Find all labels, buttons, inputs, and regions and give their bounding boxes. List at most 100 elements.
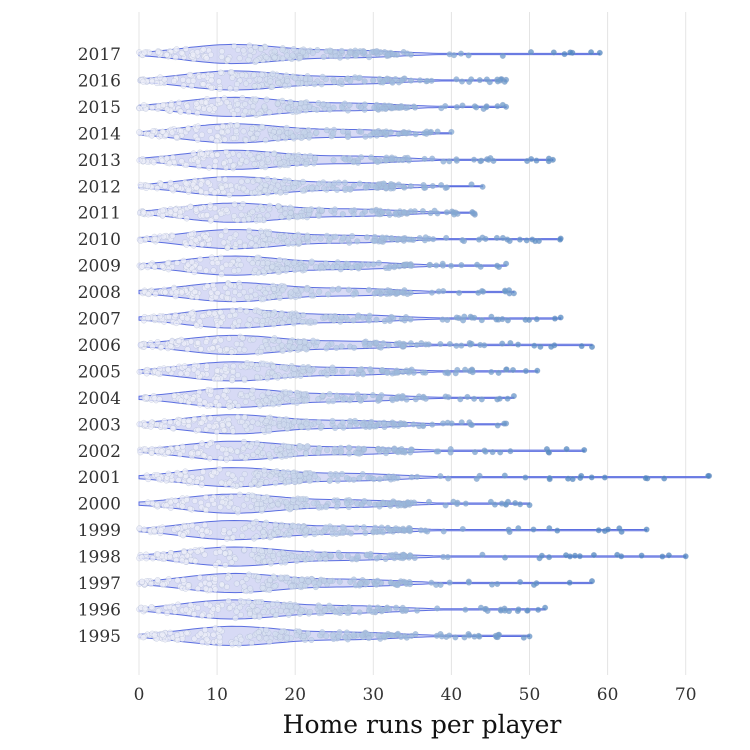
data-point — [448, 128, 455, 135]
year-label-2006: 2006 — [78, 336, 121, 356]
data-point — [151, 632, 158, 639]
data-point — [307, 608, 314, 615]
data-point — [343, 475, 350, 482]
data-point — [285, 152, 292, 159]
data-point — [286, 532, 293, 539]
data-point — [380, 632, 387, 639]
data-point — [439, 260, 446, 267]
x-tick-labels: 0 10 20 30 40 50 60 70 — [134, 685, 697, 705]
data-point — [638, 552, 645, 559]
data-point — [177, 370, 184, 377]
data-point — [155, 608, 162, 615]
x-tick-label: 50 — [519, 685, 541, 705]
data-point — [263, 96, 270, 103]
data-point — [183, 215, 190, 222]
data-point — [357, 580, 364, 587]
data-point — [183, 393, 190, 400]
data-point — [171, 78, 178, 85]
data-point — [270, 286, 277, 293]
data-point — [162, 289, 169, 296]
data-point — [298, 423, 305, 430]
data-point — [483, 76, 490, 83]
data-point — [227, 446, 234, 453]
data-point — [256, 216, 263, 223]
data-point — [339, 368, 346, 375]
data-point — [444, 317, 451, 324]
data-point — [448, 262, 455, 269]
data-point — [327, 552, 334, 559]
data-point — [451, 211, 458, 218]
data-point — [272, 480, 279, 487]
data-point — [289, 553, 296, 560]
data-point — [235, 403, 242, 410]
data-point — [242, 525, 249, 532]
data-point — [362, 184, 369, 191]
data-point — [163, 502, 170, 509]
data-point — [230, 534, 237, 541]
data-point — [338, 343, 345, 350]
data-point — [204, 283, 211, 290]
data-point — [389, 397, 396, 404]
data-point — [394, 582, 401, 589]
data-point — [165, 366, 172, 373]
data-point — [214, 260, 221, 267]
data-point — [478, 396, 485, 403]
data-point — [370, 261, 377, 268]
data-point — [194, 158, 201, 165]
data-point — [216, 634, 223, 641]
data-point — [290, 473, 297, 480]
data-point — [243, 294, 250, 301]
data-point — [403, 104, 410, 111]
data-point — [229, 74, 236, 81]
data-point — [154, 501, 161, 508]
data-point — [291, 317, 298, 324]
data-point — [329, 632, 336, 639]
data-point — [333, 503, 340, 510]
data-point — [151, 263, 158, 270]
data-point — [300, 633, 307, 640]
data-point — [372, 524, 379, 531]
data-point — [276, 108, 283, 115]
data-point — [233, 580, 240, 587]
data-point — [217, 309, 224, 316]
data-point — [270, 364, 277, 371]
data-point — [142, 446, 149, 453]
data-point — [287, 389, 294, 396]
data-point — [184, 370, 191, 377]
data-point — [533, 316, 540, 323]
data-point — [243, 158, 250, 165]
data-point — [228, 69, 235, 76]
data-point — [206, 440, 213, 447]
data-point — [370, 476, 377, 483]
data-point — [361, 445, 368, 452]
data-point — [163, 51, 170, 58]
year-label-2013: 2013 — [78, 151, 121, 171]
data-point — [149, 78, 156, 85]
data-point — [354, 238, 361, 245]
data-point — [462, 606, 469, 613]
data-point — [379, 105, 386, 112]
data-point — [388, 155, 395, 162]
data-point — [222, 227, 229, 234]
data-point — [266, 109, 273, 116]
data-point — [453, 104, 460, 111]
data-point — [459, 526, 466, 533]
data-point — [259, 160, 266, 167]
data-point — [242, 137, 249, 144]
data-point — [373, 555, 380, 562]
data-point — [453, 314, 460, 321]
data-point — [503, 260, 510, 267]
data-point — [394, 630, 401, 637]
data-point — [293, 577, 300, 584]
data-point — [148, 450, 155, 457]
data-point — [546, 475, 553, 482]
data-point — [308, 258, 315, 265]
data-point — [177, 108, 184, 115]
data-point — [259, 241, 266, 248]
data-point — [282, 559, 289, 566]
data-point — [304, 443, 311, 450]
data-point — [276, 452, 283, 459]
data-point — [245, 216, 252, 223]
data-point — [326, 181, 333, 188]
data-point — [515, 606, 522, 613]
